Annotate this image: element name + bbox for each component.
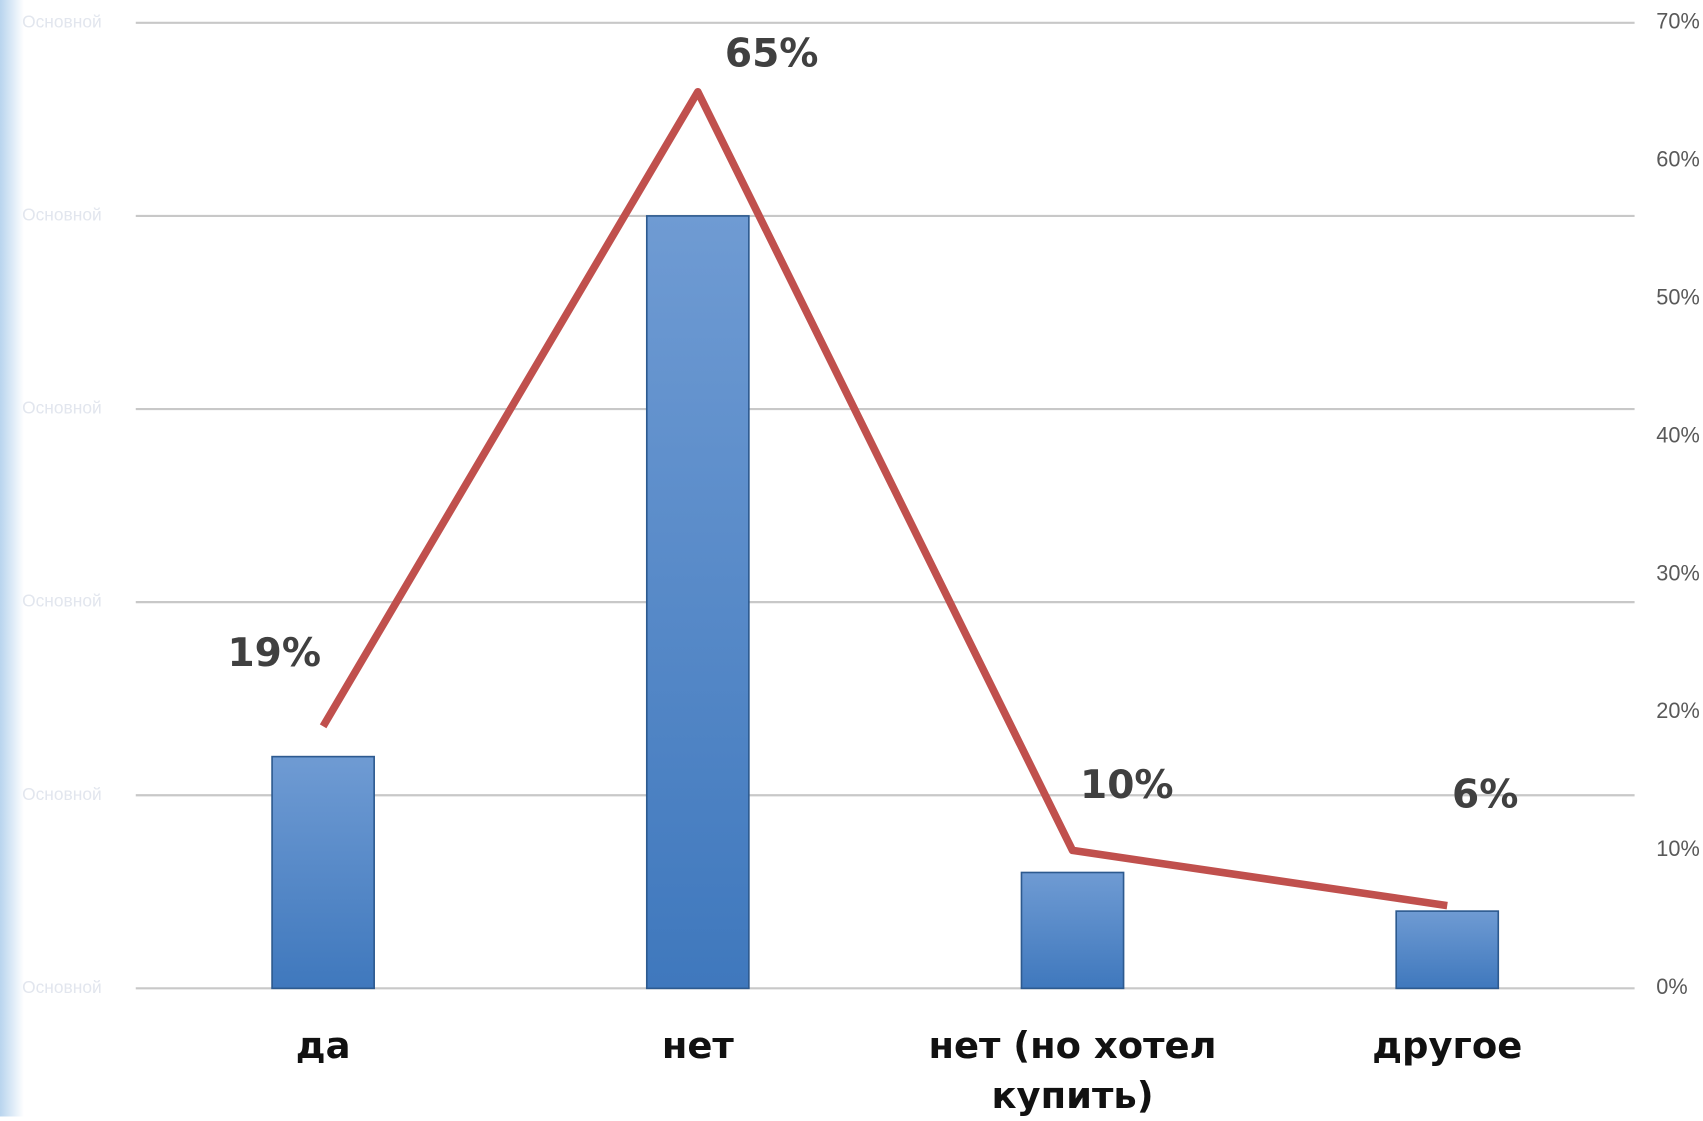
bar	[1395, 910, 1500, 990]
bar	[271, 755, 375, 990]
y2-tick-label: 70%	[1656, 9, 1699, 34]
y-tick-label: Основной	[22, 11, 102, 31]
x-tick-label: нет (но хотел купить)	[928, 1024, 1217, 1118]
y-tick-label: Основной	[22, 784, 102, 804]
y-tick-label: Основной	[22, 398, 102, 418]
data-label: 19%	[227, 631, 321, 676]
x-tick-label: нет	[661, 1024, 734, 1068]
line	[319, 87, 1448, 910]
side-decoration	[0, 0, 24, 1117]
y2-tick-label: 30%	[1656, 560, 1699, 585]
y-tick-label: Основной	[22, 205, 102, 225]
x-tick-label: другое	[1372, 1024, 1523, 1068]
data-label: 6%	[1452, 772, 1518, 817]
data-label: 10%	[1080, 763, 1174, 808]
y-tick-label: Основной	[22, 977, 102, 997]
bar	[645, 215, 750, 990]
y2-tick-label: 60%	[1656, 146, 1699, 171]
bar	[1020, 871, 1125, 990]
y2-tick-label: 0%	[1656, 974, 1687, 999]
x-tick-label: да	[295, 1024, 351, 1068]
data-label: 65%	[725, 31, 819, 76]
y2-tick-label: 50%	[1656, 284, 1699, 309]
y-tick-label: Основной	[22, 591, 102, 611]
y2-tick-label: 10%	[1656, 836, 1699, 861]
y2-tick-label: 20%	[1656, 698, 1699, 723]
y2-tick-label: 40%	[1656, 422, 1699, 447]
